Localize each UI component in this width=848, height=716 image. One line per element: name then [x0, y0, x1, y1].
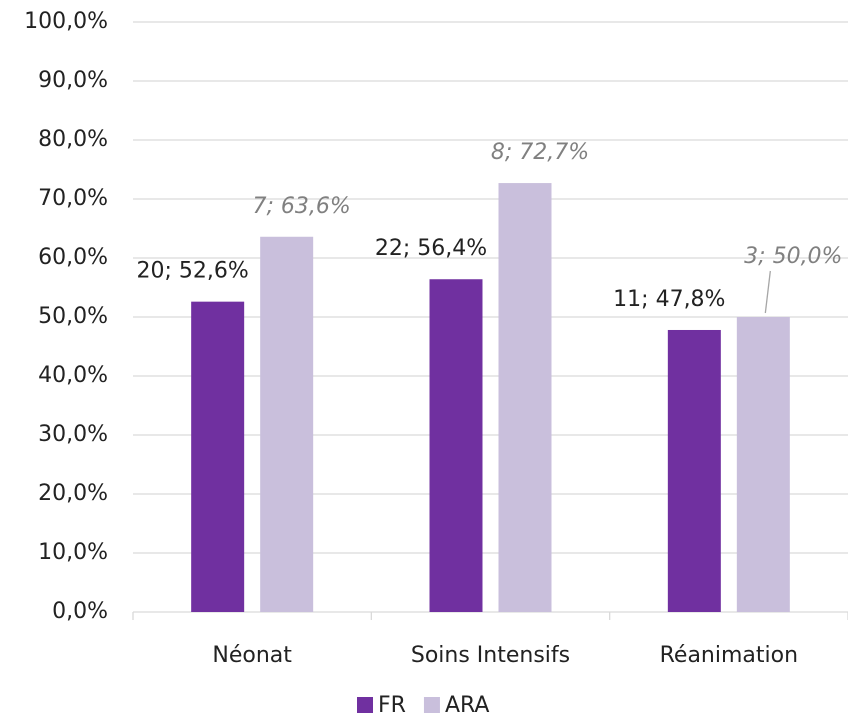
- value-label: 11; 47,8%: [613, 287, 725, 312]
- bar: [260, 236, 314, 612]
- y-tick-label: 100,0%: [24, 9, 108, 34]
- y-tick-label: 80,0%: [38, 127, 108, 152]
- legend-label: ARA: [445, 693, 490, 716]
- value-label: 8; 72,7%: [491, 140, 589, 165]
- bar: [191, 301, 245, 612]
- bar: [667, 329, 721, 612]
- y-tick-label: 20,0%: [38, 481, 108, 506]
- bar: [736, 317, 790, 612]
- y-tick-label: 60,0%: [38, 245, 108, 270]
- y-tick-label: 50,0%: [38, 304, 108, 329]
- y-tick-label: 40,0%: [38, 363, 108, 388]
- value-label: 20; 52,6%: [137, 259, 249, 284]
- value-label: 3; 50,0%: [744, 244, 842, 269]
- y-tick-label: 30,0%: [38, 422, 108, 447]
- value-label: 22; 56,4%: [375, 236, 487, 261]
- y-tick-label: 0,0%: [52, 599, 108, 624]
- bar: [498, 183, 552, 612]
- bar: [429, 279, 483, 612]
- legend-swatch: [423, 697, 440, 713]
- y-tick-label: 10,0%: [38, 540, 108, 565]
- x-tick-label: Néonat: [212, 643, 292, 668]
- y-tick-label: 90,0%: [38, 68, 108, 93]
- legend-label: FR: [378, 693, 406, 716]
- value-label: 7; 63,6%: [253, 194, 351, 219]
- x-tick-label: Soins Intensifs: [411, 643, 570, 668]
- y-tick-label: 70,0%: [38, 186, 108, 211]
- leader-line: [764, 270, 771, 314]
- x-tick-label: Réanimation: [660, 643, 798, 668]
- legend-swatch: [357, 697, 373, 713]
